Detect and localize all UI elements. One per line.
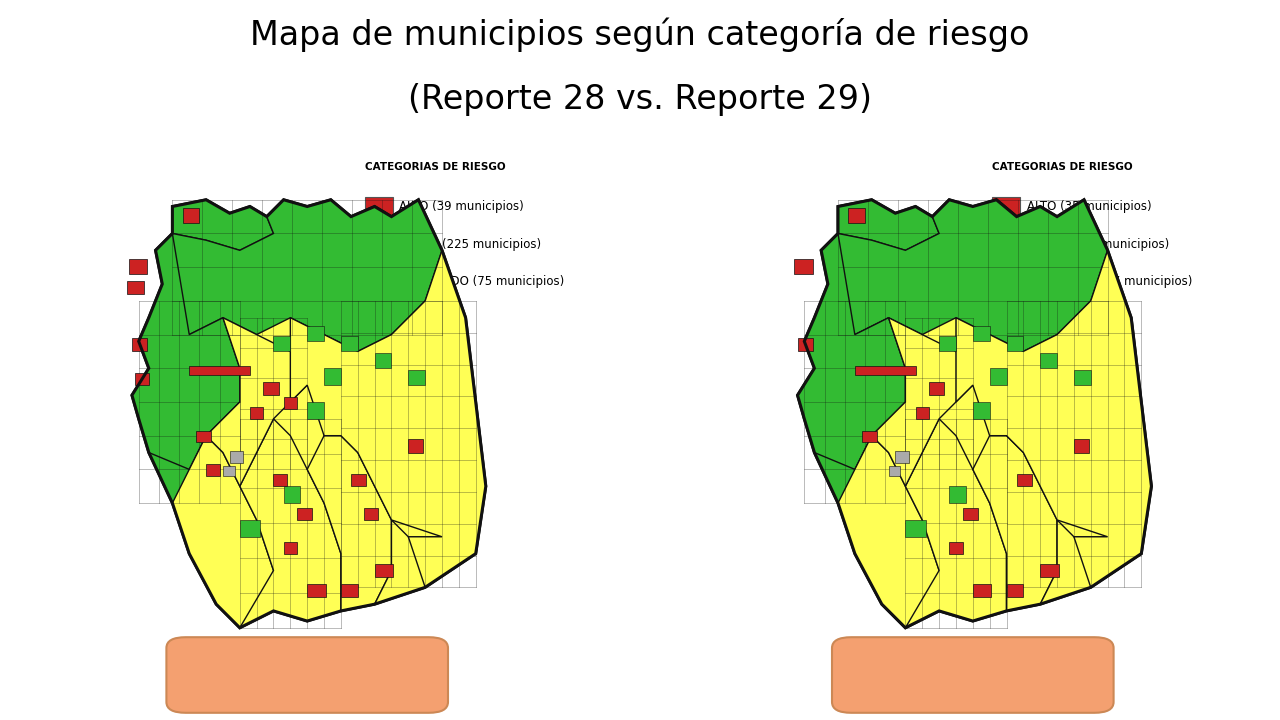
Bar	[905, 520, 925, 537]
Polygon shape	[838, 199, 940, 251]
Bar	[888, 466, 900, 476]
Bar	[1074, 439, 1089, 453]
FancyBboxPatch shape	[992, 234, 1020, 254]
Polygon shape	[340, 520, 476, 611]
Bar	[929, 382, 945, 395]
Bar	[950, 486, 966, 503]
Polygon shape	[973, 436, 1057, 611]
Bar	[284, 486, 301, 503]
Bar	[307, 584, 325, 598]
Bar	[284, 397, 297, 409]
Polygon shape	[872, 318, 973, 486]
Bar	[973, 584, 991, 598]
Bar	[973, 402, 989, 419]
Bar	[1006, 584, 1023, 598]
Bar	[307, 402, 324, 419]
Polygon shape	[838, 436, 940, 628]
Bar	[229, 451, 243, 463]
Bar	[1074, 370, 1091, 385]
Polygon shape	[173, 436, 274, 628]
Polygon shape	[307, 436, 392, 611]
FancyBboxPatch shape	[832, 637, 1114, 713]
Bar	[239, 520, 260, 537]
Bar	[274, 474, 287, 486]
Bar	[128, 258, 147, 274]
Bar	[855, 366, 915, 375]
Text: MEDIO (225 municipios): MEDIO (225 municipios)	[399, 238, 541, 251]
Bar	[895, 451, 909, 463]
Text: CATEGORIAS DE RIESGO: CATEGORIAS DE RIESGO	[365, 162, 506, 172]
FancyBboxPatch shape	[992, 197, 1020, 217]
Bar	[340, 584, 357, 598]
Polygon shape	[206, 318, 307, 486]
Bar	[351, 474, 366, 486]
Text: (Reporte 28 vs. Reporte 29): (Reporte 28 vs. Reporte 29)	[408, 83, 872, 116]
Bar	[250, 407, 264, 419]
Bar	[183, 208, 200, 223]
Text: CATEGORIAS DE RIESGO: CATEGORIAS DE RIESGO	[992, 162, 1133, 172]
Text: ALTO (39 municipios): ALTO (39 municipios)	[399, 200, 524, 213]
FancyBboxPatch shape	[365, 271, 393, 292]
Bar	[797, 338, 813, 351]
Polygon shape	[814, 453, 905, 628]
Bar	[1041, 353, 1057, 368]
Bar	[136, 374, 148, 385]
Polygon shape	[132, 199, 486, 628]
Bar	[408, 439, 424, 453]
Text: REPORTE 29: REPORTE 29	[901, 665, 1044, 685]
Bar	[196, 431, 211, 442]
Text: REPORTE 28: REPORTE 28	[236, 665, 379, 685]
Bar	[132, 338, 147, 351]
Bar	[1016, 474, 1032, 486]
Bar	[989, 368, 1006, 385]
Bar	[849, 208, 865, 223]
Text: ALTO (35 municipios): ALTO (35 municipios)	[1027, 200, 1151, 213]
Polygon shape	[148, 453, 239, 628]
FancyBboxPatch shape	[365, 234, 393, 254]
Bar	[340, 336, 357, 351]
Text: MODERADO (75 municipios): MODERADO (75 municipios)	[399, 275, 564, 288]
Bar	[307, 326, 324, 341]
Bar	[189, 366, 250, 375]
Bar	[264, 382, 279, 395]
Bar	[324, 368, 340, 385]
Bar	[375, 564, 393, 577]
Polygon shape	[156, 199, 442, 351]
Bar	[206, 464, 220, 476]
Bar	[365, 508, 378, 520]
Polygon shape	[822, 199, 1107, 351]
Polygon shape	[1006, 520, 1142, 611]
Polygon shape	[956, 251, 1152, 588]
Bar	[861, 431, 877, 442]
Polygon shape	[132, 233, 239, 503]
FancyBboxPatch shape	[365, 197, 393, 217]
Polygon shape	[291, 251, 486, 588]
Polygon shape	[797, 199, 1152, 628]
Bar	[973, 326, 989, 341]
Bar	[274, 336, 291, 351]
Bar	[940, 336, 956, 351]
Bar	[284, 542, 297, 554]
Polygon shape	[905, 419, 1006, 628]
FancyBboxPatch shape	[992, 271, 1020, 292]
Bar	[794, 258, 813, 274]
Bar	[915, 407, 929, 419]
FancyBboxPatch shape	[166, 637, 448, 713]
Polygon shape	[173, 199, 274, 251]
Text: MEDIO (227 municipios): MEDIO (227 municipios)	[1027, 238, 1169, 251]
Bar	[950, 542, 963, 554]
Bar	[223, 466, 234, 476]
Polygon shape	[797, 233, 905, 503]
Polygon shape	[239, 419, 340, 628]
Bar	[963, 508, 978, 520]
Bar	[1041, 564, 1059, 577]
Text: MODERADO (77 municipios): MODERADO (77 municipios)	[1027, 275, 1192, 288]
Bar	[1006, 336, 1023, 351]
Bar	[127, 281, 143, 294]
Bar	[375, 353, 392, 368]
Bar	[408, 370, 425, 385]
Bar	[297, 508, 312, 520]
Text: Mapa de municipios según categoría de riesgo: Mapa de municipios según categoría de ri…	[251, 18, 1029, 53]
